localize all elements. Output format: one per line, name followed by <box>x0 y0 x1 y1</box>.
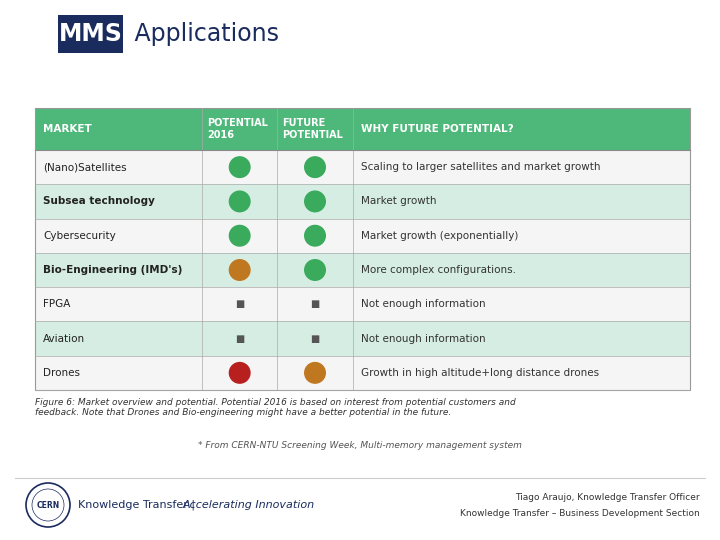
FancyBboxPatch shape <box>58 15 123 53</box>
Text: Bio-Engineering (IMD's): Bio-Engineering (IMD's) <box>43 265 182 275</box>
Circle shape <box>305 191 325 212</box>
Text: ■: ■ <box>310 299 320 309</box>
Text: Not enough information: Not enough information <box>361 299 485 309</box>
Text: Aviation: Aviation <box>43 334 85 343</box>
Text: Market growth: Market growth <box>361 197 436 206</box>
Text: Tiago Araujo, Knowledge Transfer Officer: Tiago Araujo, Knowledge Transfer Officer <box>516 494 700 503</box>
Text: WHY FUTURE POTENTIAL?: WHY FUTURE POTENTIAL? <box>361 124 513 134</box>
Text: Not enough information: Not enough information <box>361 334 485 343</box>
Circle shape <box>230 260 250 280</box>
FancyBboxPatch shape <box>35 287 690 321</box>
Text: (Nano)Satellites: (Nano)Satellites <box>43 162 127 172</box>
Text: * From CERN-NTU Screening Week, Multi-memory management system: * From CERN-NTU Screening Week, Multi-me… <box>198 441 522 449</box>
Text: Market growth (exponentially): Market growth (exponentially) <box>361 231 518 241</box>
Text: Figure 6: Market overview and potential. Potential 2016 is based on interest fro: Figure 6: Market overview and potential.… <box>35 398 516 417</box>
Text: Subsea technology: Subsea technology <box>43 197 155 206</box>
Text: Knowledge Transfer |: Knowledge Transfer | <box>78 500 199 510</box>
FancyBboxPatch shape <box>35 108 690 150</box>
Text: More complex configurations.: More complex configurations. <box>361 265 516 275</box>
Text: FUTURE
POTENTIAL: FUTURE POTENTIAL <box>282 118 343 140</box>
Text: ■: ■ <box>310 334 320 343</box>
FancyBboxPatch shape <box>35 253 690 287</box>
Text: Growth in high altitude+long distance drones: Growth in high altitude+long distance dr… <box>361 368 599 378</box>
Text: Drones: Drones <box>43 368 80 378</box>
Text: MARKET: MARKET <box>43 124 91 134</box>
Circle shape <box>230 362 250 383</box>
FancyBboxPatch shape <box>35 356 690 390</box>
FancyBboxPatch shape <box>35 184 690 219</box>
Circle shape <box>305 362 325 383</box>
Text: Cybersecurity: Cybersecurity <box>43 231 116 241</box>
Circle shape <box>230 225 250 246</box>
Text: CERN: CERN <box>37 501 60 510</box>
Text: FPGA: FPGA <box>43 299 71 309</box>
Circle shape <box>230 191 250 212</box>
Text: Knowledge Transfer – Business Development Section: Knowledge Transfer – Business Developmen… <box>460 509 700 517</box>
FancyBboxPatch shape <box>35 321 690 356</box>
Text: MMS: MMS <box>58 22 122 46</box>
Circle shape <box>230 157 250 178</box>
Text: ■: ■ <box>235 334 244 343</box>
Circle shape <box>305 225 325 246</box>
Circle shape <box>305 157 325 178</box>
Text: Applications: Applications <box>127 22 279 46</box>
Circle shape <box>305 260 325 280</box>
FancyBboxPatch shape <box>35 219 690 253</box>
Bar <box>35 108 690 390</box>
Text: Accelerating Innovation: Accelerating Innovation <box>183 500 315 510</box>
Text: Scaling to larger satellites and market growth: Scaling to larger satellites and market … <box>361 162 600 172</box>
Text: ■: ■ <box>235 299 244 309</box>
Text: POTENTIAL
2016: POTENTIAL 2016 <box>207 118 268 140</box>
FancyBboxPatch shape <box>35 150 690 184</box>
